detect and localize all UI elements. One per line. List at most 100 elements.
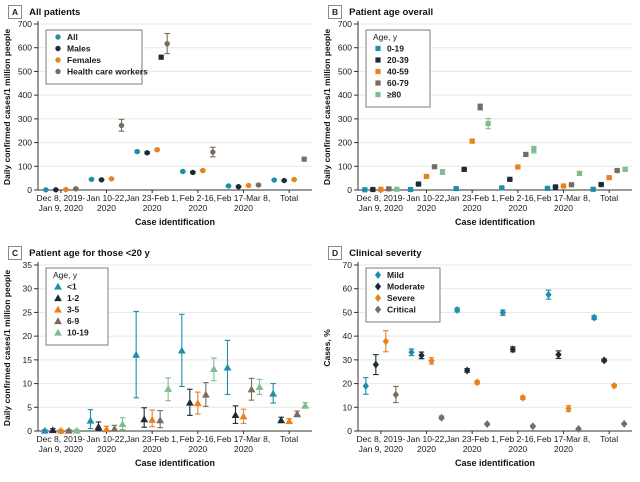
data-point	[484, 420, 491, 429]
data-point	[474, 378, 481, 387]
data-point	[374, 282, 382, 291]
data-point	[56, 426, 65, 434]
legend-item-label: 3-5	[67, 305, 80, 315]
data-point	[519, 393, 526, 402]
data-point	[362, 381, 369, 390]
y-tick-label: 300	[338, 114, 352, 124]
y-tick-label: 35	[23, 260, 33, 270]
data-point	[285, 417, 294, 425]
data-point	[439, 169, 446, 175]
legend-item-label: 0-19	[387, 44, 404, 54]
data-point	[200, 167, 206, 174]
legend-item-label: Females	[67, 55, 101, 65]
panel-a-title: All patients	[29, 6, 81, 18]
x-tick-label: 2020	[554, 203, 573, 213]
data-point	[382, 337, 389, 346]
data-point	[415, 181, 422, 187]
y-tick-label: 0	[27, 185, 32, 195]
y-tick-label: 100	[338, 161, 352, 171]
legend-item-label: <1	[67, 282, 77, 292]
y-axis-title: Daily confirmed cases/1 million people	[2, 270, 12, 427]
x-tick-label: 2020	[143, 444, 162, 454]
panel-c-title: Patient age for those <20 y	[29, 247, 150, 259]
data-point	[438, 413, 445, 422]
y-tick-label: 0	[347, 185, 352, 195]
data-point	[507, 176, 513, 182]
y-tick-label: 20	[343, 379, 353, 389]
x-tick-label: Total	[280, 434, 298, 444]
data-point	[461, 166, 467, 172]
x-axis-title: Case identification	[135, 458, 215, 468]
panel-d: D Clinical severity 0 10 20 30 40 50 60 70 Dec 8…	[320, 241, 640, 482]
data-point	[48, 426, 57, 434]
panel-d-letter: D	[328, 246, 343, 260]
data-point	[225, 183, 232, 189]
data-point	[408, 348, 415, 357]
data-point	[477, 104, 483, 110]
x-tick-label: Jan 9, 2020	[359, 444, 404, 454]
data-point	[372, 360, 379, 369]
data-point	[110, 424, 119, 432]
x-tick-label: 2020	[188, 203, 207, 213]
data-point	[606, 175, 612, 181]
data-point	[545, 290, 552, 299]
data-point	[375, 68, 381, 75]
data-point	[374, 294, 382, 302]
y-tick-label: 300	[18, 114, 32, 124]
data-point	[428, 357, 435, 366]
data-point	[375, 45, 381, 52]
data-point	[601, 356, 608, 365]
x-tick-label: Jan 10-22,	[406, 193, 446, 203]
data-point	[544, 185, 551, 191]
panel-a-chart: 0 100 200 300 400 500 600 700 Dec 8, 2019-Jan 9,…	[2, 19, 312, 227]
panel-d-title: Clinical severity	[349, 247, 422, 259]
x-tick-label: Feb 17-Mar 8,	[537, 193, 590, 203]
data-point	[185, 398, 194, 406]
data-point	[423, 173, 430, 180]
legend-item-label: Severe	[387, 293, 415, 303]
panel-a: A All patients 0 100 200 300 400 500 600 700 Dec…	[0, 0, 320, 241]
y-tick-label: 40	[343, 331, 353, 341]
data-point	[453, 185, 459, 192]
panel-c: C Patient age for those <20 y 0 5 10 15 20 25…	[0, 241, 320, 482]
data-point	[301, 156, 307, 162]
x-axis-title: Case identification	[455, 217, 535, 227]
y-tick-label: 100	[18, 161, 32, 171]
panel-c-letter: C	[8, 246, 23, 260]
legend-item-label: Health care workers	[67, 67, 148, 77]
x-tick-label: Dec 8, 2019-	[356, 434, 405, 444]
legend-item-label: ≥80	[387, 90, 401, 100]
data-point	[88, 176, 95, 183]
data-point	[560, 183, 567, 189]
data-point	[531, 147, 537, 153]
data-point	[281, 177, 287, 184]
x-tick-label: Jan 23-Feb 1,	[126, 193, 178, 203]
data-point	[454, 306, 461, 315]
x-tick-label: Feb 2-16,	[500, 434, 536, 444]
data-point	[55, 45, 61, 52]
data-point	[271, 177, 277, 183]
data-point	[378, 186, 384, 192]
data-point	[375, 91, 381, 98]
x-tick-label: Jan 10-22,	[86, 193, 126, 203]
y-tick-label: 600	[338, 43, 352, 53]
data-point	[54, 317, 62, 325]
x-tick-label: 2020	[463, 203, 482, 213]
legend-item-label: 6-9	[67, 316, 80, 326]
y-tick-label: 30	[343, 355, 353, 365]
data-point	[269, 389, 278, 397]
data-point	[54, 294, 62, 302]
data-point	[590, 186, 596, 192]
x-tick-label: 2020	[554, 444, 573, 454]
data-point	[54, 282, 62, 290]
y-tick-label: 25	[23, 307, 33, 317]
x-tick-label: 2020	[97, 444, 116, 454]
data-point	[515, 164, 521, 170]
panel-a-letter: A	[8, 5, 23, 19]
data-point	[156, 416, 165, 424]
data-point	[53, 187, 59, 193]
x-tick-label: 2020	[417, 444, 436, 454]
data-point	[201, 390, 210, 398]
y-tick-label: 20	[23, 331, 33, 341]
